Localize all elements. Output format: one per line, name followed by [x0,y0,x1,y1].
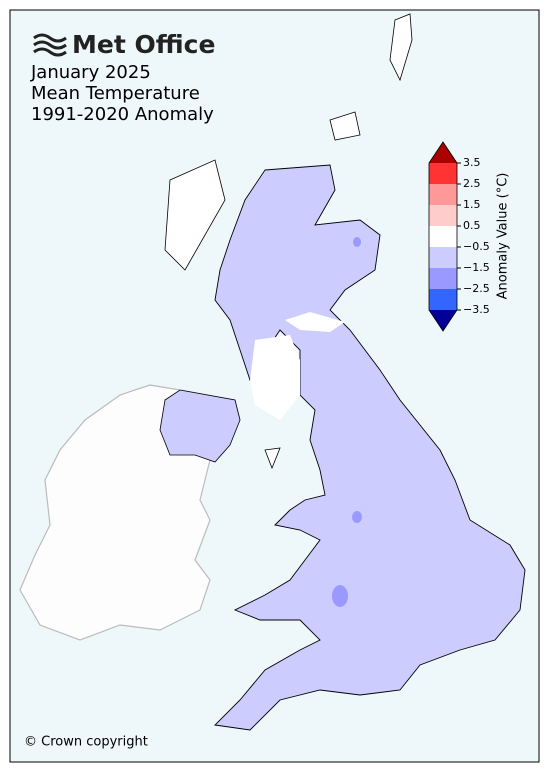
colorbar-label: Anomaly Value (°C) [496,173,511,300]
white-patch [250,335,300,420]
logo-wave [33,40,67,50]
shetland [389,13,413,82]
colorbar-segment [429,163,457,184]
northern-ireland [159,389,241,463]
colorbar-tick-label: 0.5 [463,219,481,232]
copyright: © Crown copyright [24,735,148,750]
colorbar-tick-label: −3.5 [463,303,490,316]
isle-of-man [264,447,281,470]
colorbar-extend-top [429,142,457,163]
colorbar-tick-label: −2.5 [463,282,490,295]
logo-text: Met Office [72,30,215,59]
colorbar-tick-label: 2.5 [463,177,481,190]
colorbar-tick-label: 1.5 [463,198,481,211]
colorbar-tick-label: −0.5 [463,240,490,253]
title-line: January 2025 [30,62,151,83]
logo-wave [33,33,67,43]
colorbar-segment [429,184,457,205]
cool-patch [332,585,348,607]
colorbar-segment [429,289,457,310]
colorbar-segment [429,205,457,226]
cool-patch [352,511,362,523]
colorbar-segment [429,226,457,247]
title-line: 1991-2020 Anomaly [31,104,214,125]
orkney [329,111,361,141]
colorbar-segment [429,247,457,268]
logo-wave [33,47,67,57]
colorbar: 3.5 2.5 1.5 0.5 −0.5 −1.5 −2.5 −3.5 [428,141,490,332]
colorbar-tick-label: 3.5 [463,156,481,169]
islands [164,13,413,470]
title-line: Mean Temperature [31,83,200,104]
colorbar-extend-bottom [429,310,457,331]
white-patch [285,312,345,332]
colorbar-segment [429,268,457,289]
cool-patch [353,237,361,247]
western-isles [164,159,226,271]
colorbar-tick-label: −1.5 [463,261,490,274]
great-britain [214,164,526,731]
logo [33,33,67,57]
